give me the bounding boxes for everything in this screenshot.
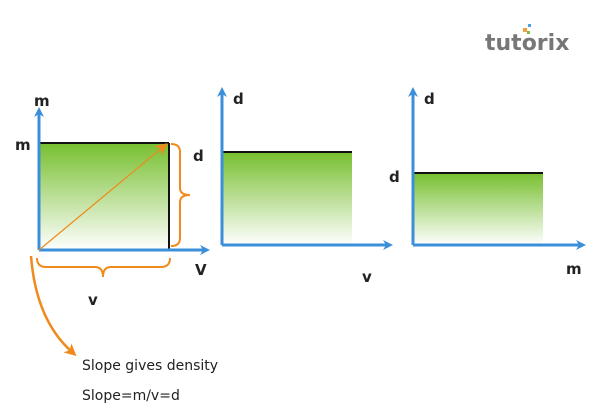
slope-arrow	[38, 143, 168, 251]
graph-mass-volume: m m d V v	[15, 92, 210, 356]
svg-text:d: d	[389, 168, 400, 186]
bottom-brace	[36, 257, 171, 278]
tutorix-logo: tutorix	[485, 24, 569, 56]
svg-text:m: m	[15, 136, 31, 154]
right-brace	[170, 143, 191, 247]
svg-text:m: m	[566, 260, 582, 278]
graph-density-volume: d v	[217, 87, 393, 286]
note-slope-formula: Slope=m/v=d	[82, 388, 180, 404]
svg-text:d: d	[193, 147, 204, 165]
curved-arrow	[29, 255, 77, 356]
area-fill	[413, 173, 543, 245]
svg-text:v: v	[362, 268, 372, 286]
svg-text:tutorix: tutorix	[485, 31, 569, 56]
svg-text:d: d	[233, 90, 244, 108]
graph-density-mass: d d m	[389, 87, 586, 278]
area-fill	[222, 152, 352, 245]
note-slope-density: Slope gives density	[82, 358, 218, 374]
svg-text:V: V	[195, 261, 207, 279]
svg-text:v: v	[88, 291, 98, 309]
svg-text:d: d	[424, 90, 435, 108]
svg-text:m: m	[34, 92, 50, 110]
